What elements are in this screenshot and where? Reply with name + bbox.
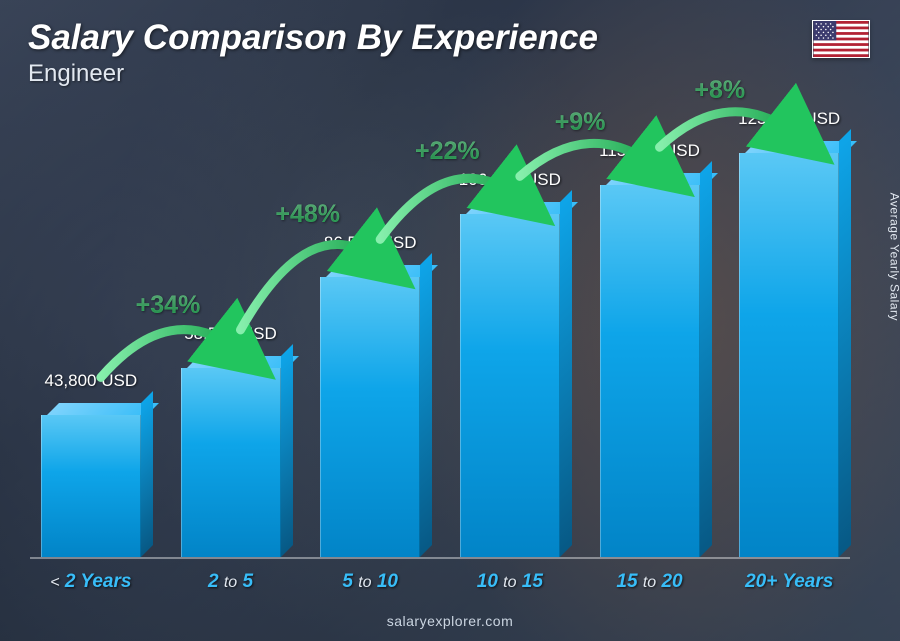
bar-front-face <box>320 277 420 557</box>
bar-value-label: 86,500 USD <box>324 233 417 253</box>
bar-column: 86,500 USD <box>309 110 431 557</box>
y-axis-label: Average Yearly Salary <box>887 192 900 320</box>
bar-side-face <box>141 391 153 557</box>
bar-value-label: 106,000 USD <box>459 170 561 190</box>
bar-column: 43,800 USD <box>30 110 152 557</box>
growth-percentage-label: +34% <box>136 291 201 320</box>
growth-percentage-label: +9% <box>555 108 606 137</box>
bar-front-face <box>600 185 700 557</box>
x-axis-category: 20+ Years <box>728 571 850 593</box>
bar-front-face <box>41 415 141 557</box>
x-axis-category: 15 to 20 <box>589 571 711 593</box>
bar-value-label: 58,500 USD <box>184 324 277 344</box>
x-axis-category: 5 to 10 <box>309 571 431 593</box>
bar-side-face <box>281 344 293 557</box>
growth-percentage-label: +8% <box>694 76 745 105</box>
bar <box>320 277 420 557</box>
bar-column: 106,000 USD <box>449 110 571 557</box>
bar-side-face <box>560 190 572 557</box>
x-axis-category: < 2 Years <box>30 571 152 593</box>
header: Salary Comparison By Experience Engineer <box>28 18 872 88</box>
bar-side-face <box>839 129 851 557</box>
bar <box>600 185 700 557</box>
page-subtitle: Engineer <box>28 60 872 88</box>
bar-front-face <box>739 153 839 557</box>
us-flag-icon <box>812 20 870 58</box>
page-title: Salary Comparison By Experience <box>28 18 872 58</box>
bar <box>41 415 141 557</box>
bar-value-label: 43,800 USD <box>45 371 138 391</box>
bar-value-label: 125,000 USD <box>738 109 840 129</box>
x-axis-category: 2 to 5 <box>170 571 292 593</box>
bar-column: 125,000 USD <box>728 110 850 557</box>
bar-side-face <box>700 161 712 557</box>
salary-bar-chart: 43,800 USD 58,500 USD 86,500 USD 106,000… <box>30 110 850 593</box>
bar-column: 115,000 USD <box>589 110 711 557</box>
bar-value-label: 115,000 USD <box>599 141 700 161</box>
bar <box>460 214 560 557</box>
bars-container: 43,800 USD 58,500 USD 86,500 USD 106,000… <box>30 110 850 559</box>
bar-front-face <box>181 368 281 557</box>
footer-credit: salaryexplorer.com <box>0 613 900 629</box>
x-axis-category: 10 to 15 <box>449 571 571 593</box>
bar <box>739 153 839 557</box>
growth-percentage-label: +48% <box>275 200 340 229</box>
bar-side-face <box>420 253 432 557</box>
x-axis-labels: < 2 Years 2 to 5 5 to 10 10 to 15 15 to 20 20… <box>30 571 850 593</box>
growth-percentage-label: +22% <box>415 137 480 166</box>
bar <box>181 368 281 557</box>
bar-column: 58,500 USD <box>170 110 292 557</box>
bar-front-face <box>460 214 560 557</box>
